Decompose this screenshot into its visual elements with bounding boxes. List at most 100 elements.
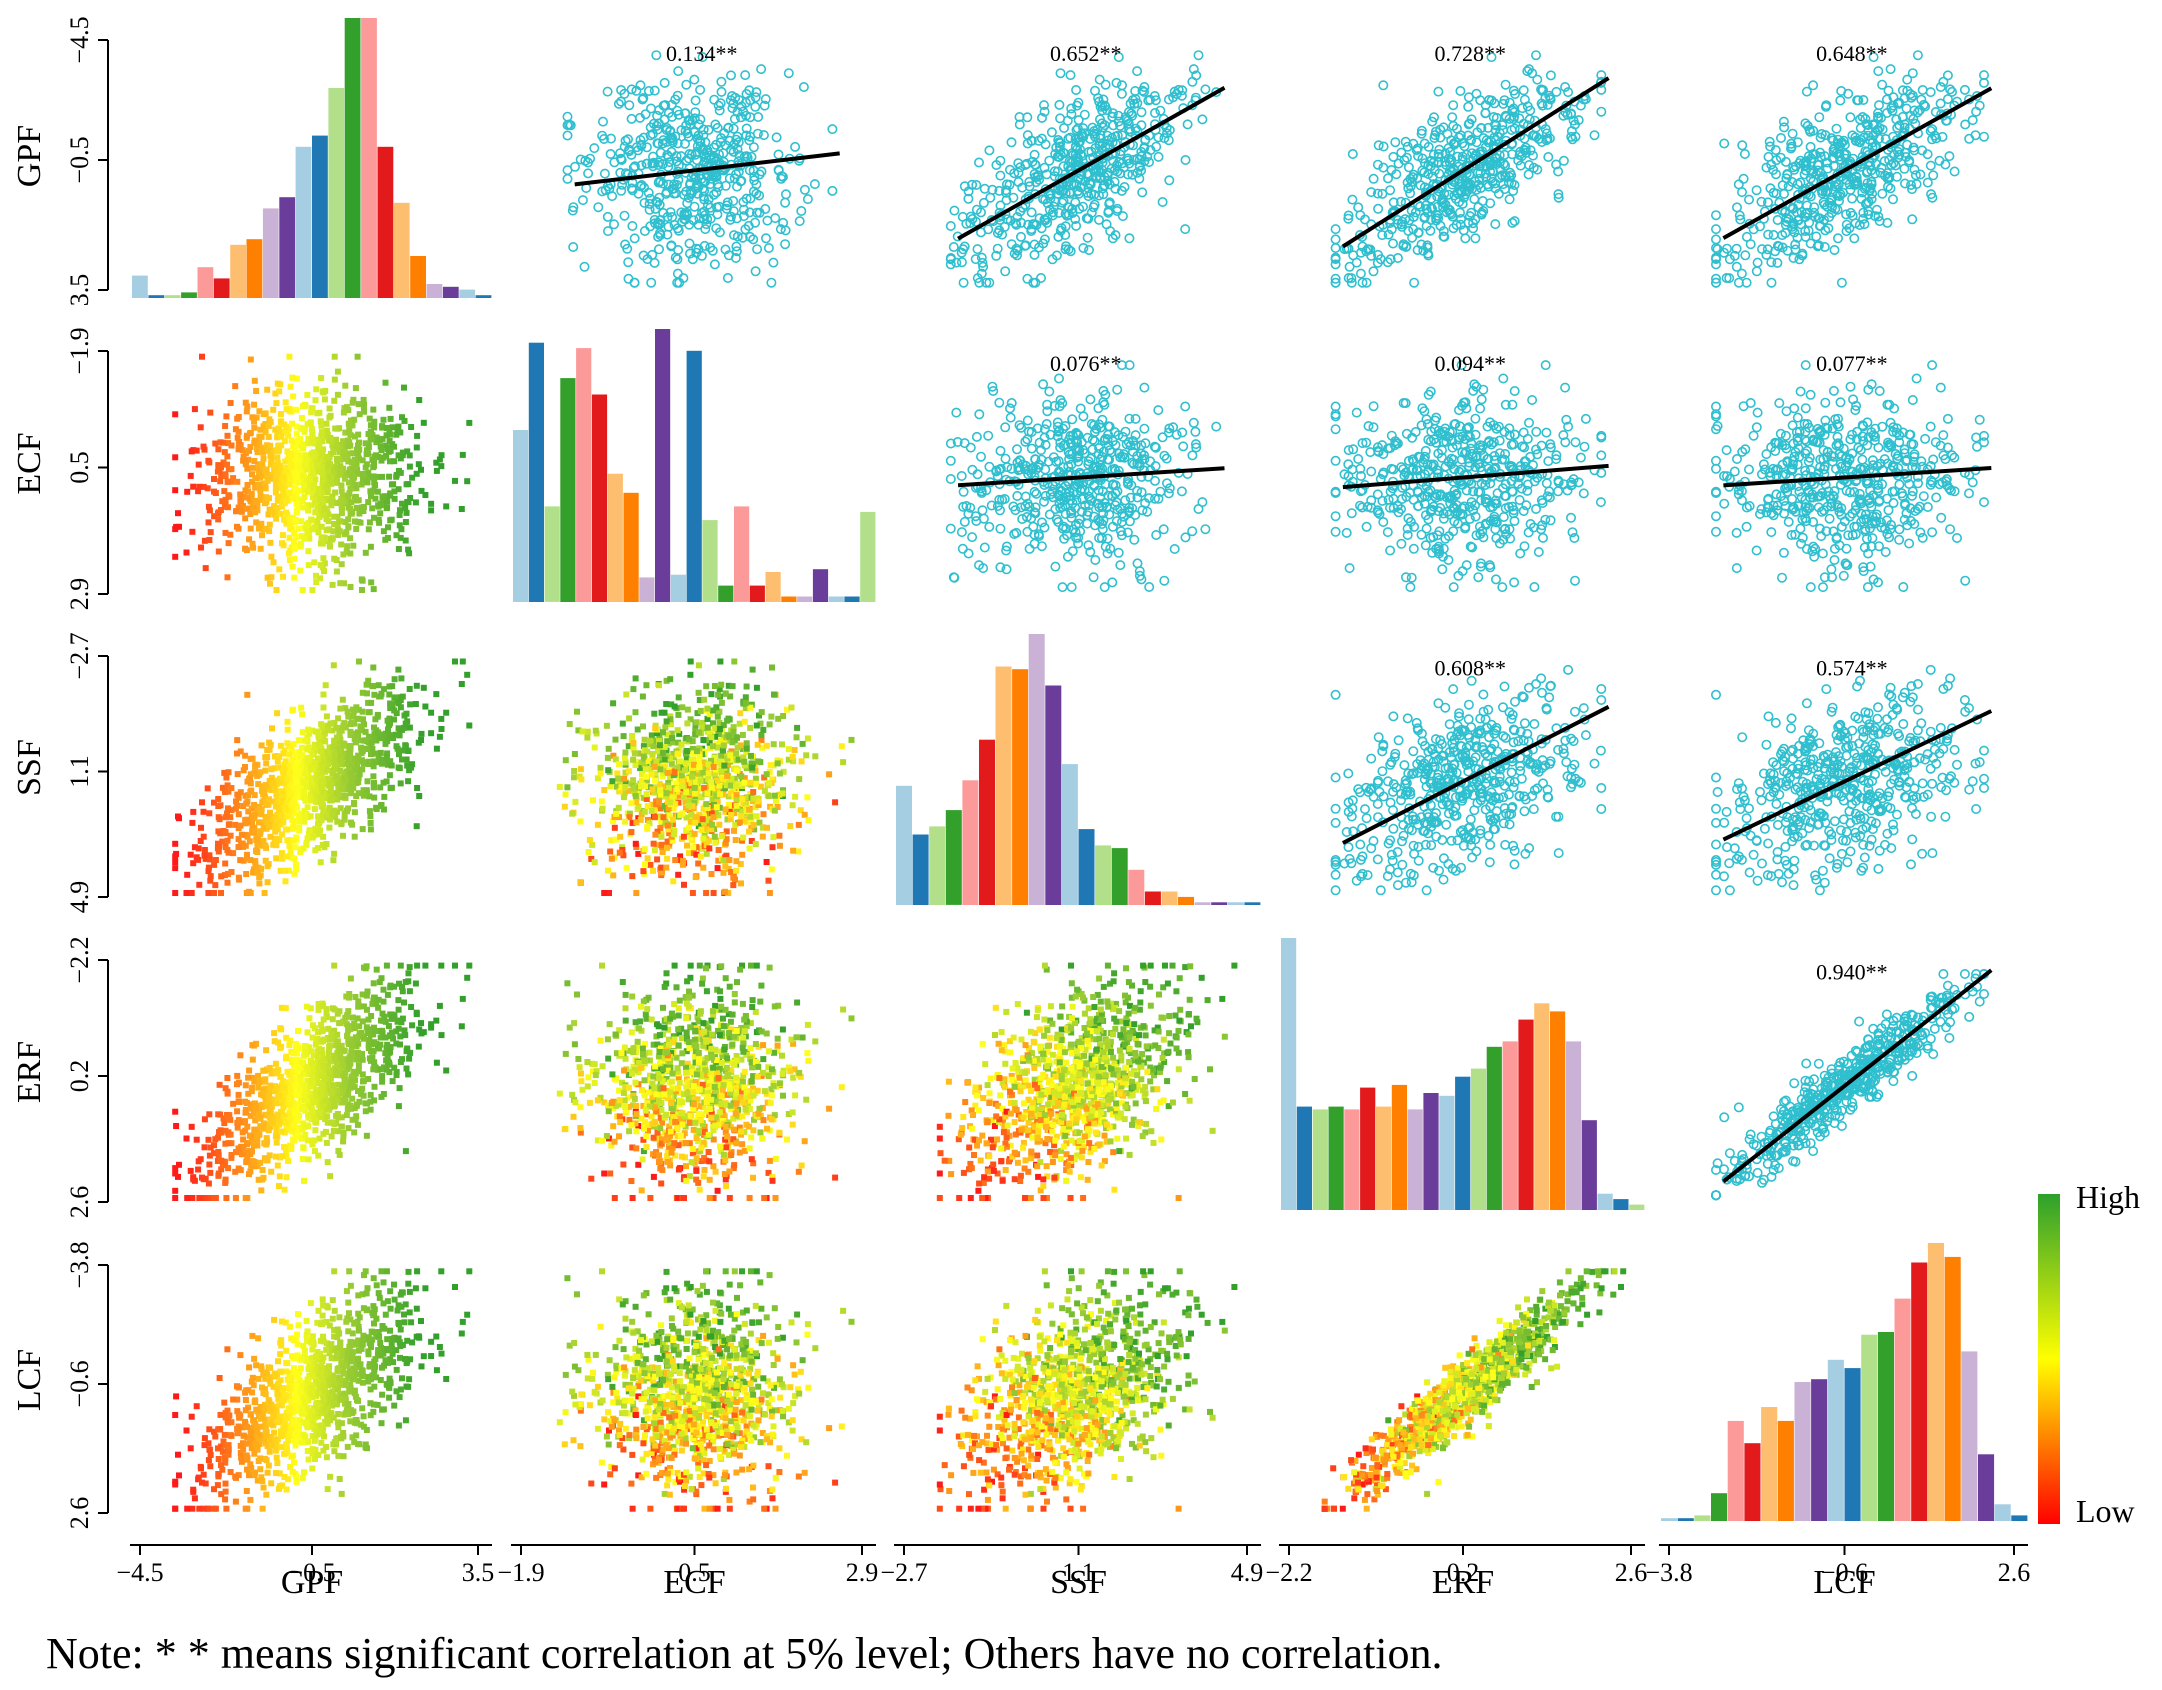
scatter-point: [292, 516, 299, 523]
scatter-point: [234, 737, 241, 744]
scatter-point: [1460, 189, 1471, 200]
scatter-point: [711, 139, 722, 150]
scatter-point: [282, 399, 289, 406]
scatter-point: [738, 106, 749, 117]
scatter-point: [780, 225, 791, 236]
scatter-point: [222, 860, 229, 867]
scatter-point: [1927, 360, 1938, 371]
scatter-point: [983, 224, 994, 235]
scatter-point: [319, 430, 326, 437]
scatter-point: [1527, 394, 1538, 405]
scatter-point: [1507, 486, 1518, 497]
scatter-point: [360, 396, 367, 403]
scatter-point: [176, 523, 182, 530]
scatter-point: [337, 441, 344, 448]
scatter-point: [317, 827, 323, 834]
scatter-point: [1849, 486, 1860, 497]
scatter-point: [382, 379, 389, 386]
scatter-point: [1979, 131, 1990, 142]
scatter-point: [1836, 277, 1847, 288]
scatter-point: [282, 458, 289, 465]
scatter-point: [568, 242, 579, 253]
scatter-point: [221, 449, 228, 456]
scatter-point: [1039, 106, 1050, 117]
scatter-point: [1330, 254, 1341, 265]
scatter-point: [1083, 456, 1094, 467]
scatter-point: [1450, 193, 1461, 204]
scatter-point: [318, 375, 325, 381]
scatter-point: [1770, 145, 1781, 156]
histogram-bar: [230, 244, 246, 298]
scatter-point: [1150, 493, 1161, 504]
scatter-point: [206, 507, 213, 514]
scatter-point: [1855, 137, 1866, 148]
scatter-point: [1383, 229, 1394, 240]
scatter-point: [276, 388, 283, 395]
scatter-point: [1149, 91, 1160, 102]
scatter-point: [330, 449, 337, 456]
scatter-point: [1478, 384, 1489, 395]
scatter-point: [1392, 253, 1403, 264]
scatter-point: [301, 452, 308, 459]
scatter-point: [650, 203, 661, 214]
scatter-point: [1780, 206, 1791, 217]
scatter-point: [1829, 486, 1840, 497]
scatter-point: [1551, 159, 1562, 170]
scatter-point: [1829, 543, 1840, 554]
scatter-point: [1158, 524, 1169, 535]
scatter-point: [623, 257, 634, 268]
scatter-point: [1432, 530, 1443, 541]
scatter-point: [308, 727, 315, 734]
scatter-point: [1486, 52, 1497, 63]
scatter-point: [242, 449, 249, 456]
panel-ecf-lcf: [1711, 360, 1992, 593]
scatter-point: [1060, 420, 1071, 431]
scatter-point: [224, 879, 231, 886]
scatter-point: [1366, 187, 1377, 198]
scatter-point: [631, 85, 642, 96]
scatter-point: [1845, 434, 1856, 445]
scatter-point: [995, 445, 1006, 456]
scatter-point: [1517, 441, 1528, 452]
scatter-point: [1790, 161, 1801, 172]
scatter-point: [1159, 450, 1170, 461]
scatter-point: [1401, 572, 1412, 583]
scatter-point: [679, 208, 690, 219]
scatter-point: [1819, 242, 1830, 253]
scatter-point: [697, 52, 708, 63]
scatter-point: [1782, 169, 1793, 180]
scatter-point: [1777, 572, 1788, 583]
scatter-point: [681, 79, 692, 90]
scatter-point: [1343, 445, 1354, 456]
scatter-point: [958, 277, 969, 288]
scatter-point: [263, 498, 270, 505]
histogram-bar: [132, 275, 148, 298]
scatter-point: [1828, 526, 1839, 537]
scatter-point: [1099, 180, 1110, 191]
scatter-point: [299, 403, 306, 410]
scatter-point: [1904, 538, 1915, 549]
scatter-point: [1193, 50, 1204, 61]
scatter-point: [299, 443, 306, 450]
scatter-point: [305, 548, 312, 555]
scatter-point: [347, 432, 354, 439]
scatter-point: [1930, 437, 1941, 448]
scatter-point: [1786, 529, 1797, 540]
scatter-point: [949, 205, 960, 216]
histogram-bar: [639, 577, 655, 602]
scatter-point: [577, 195, 588, 206]
scatter-point: [1040, 490, 1051, 501]
scatter-point: [1882, 399, 1893, 410]
scatter-point: [1096, 533, 1107, 544]
scatter-point: [1396, 196, 1407, 207]
scatter-point: [1764, 136, 1775, 147]
scatter-point: [1787, 128, 1798, 139]
scatter-point: [740, 70, 751, 81]
scatter-point: [368, 493, 374, 500]
scatter-point: [386, 404, 393, 411]
scatter-point: [1734, 210, 1745, 221]
scatter-point: [1072, 123, 1083, 134]
scatter-point: [1860, 113, 1871, 124]
scatter-point: [183, 549, 190, 556]
scatter-point: [1200, 84, 1211, 95]
